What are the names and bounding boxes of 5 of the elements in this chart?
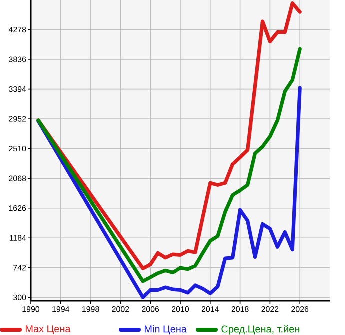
legend-label: Max Цена	[26, 326, 71, 334]
legend-label: Сред.Цена, т.йен	[222, 325, 300, 335]
legend-label: Min Цена	[145, 325, 187, 335]
line-series	[36, 86, 302, 300]
line-series	[36, 47, 302, 284]
